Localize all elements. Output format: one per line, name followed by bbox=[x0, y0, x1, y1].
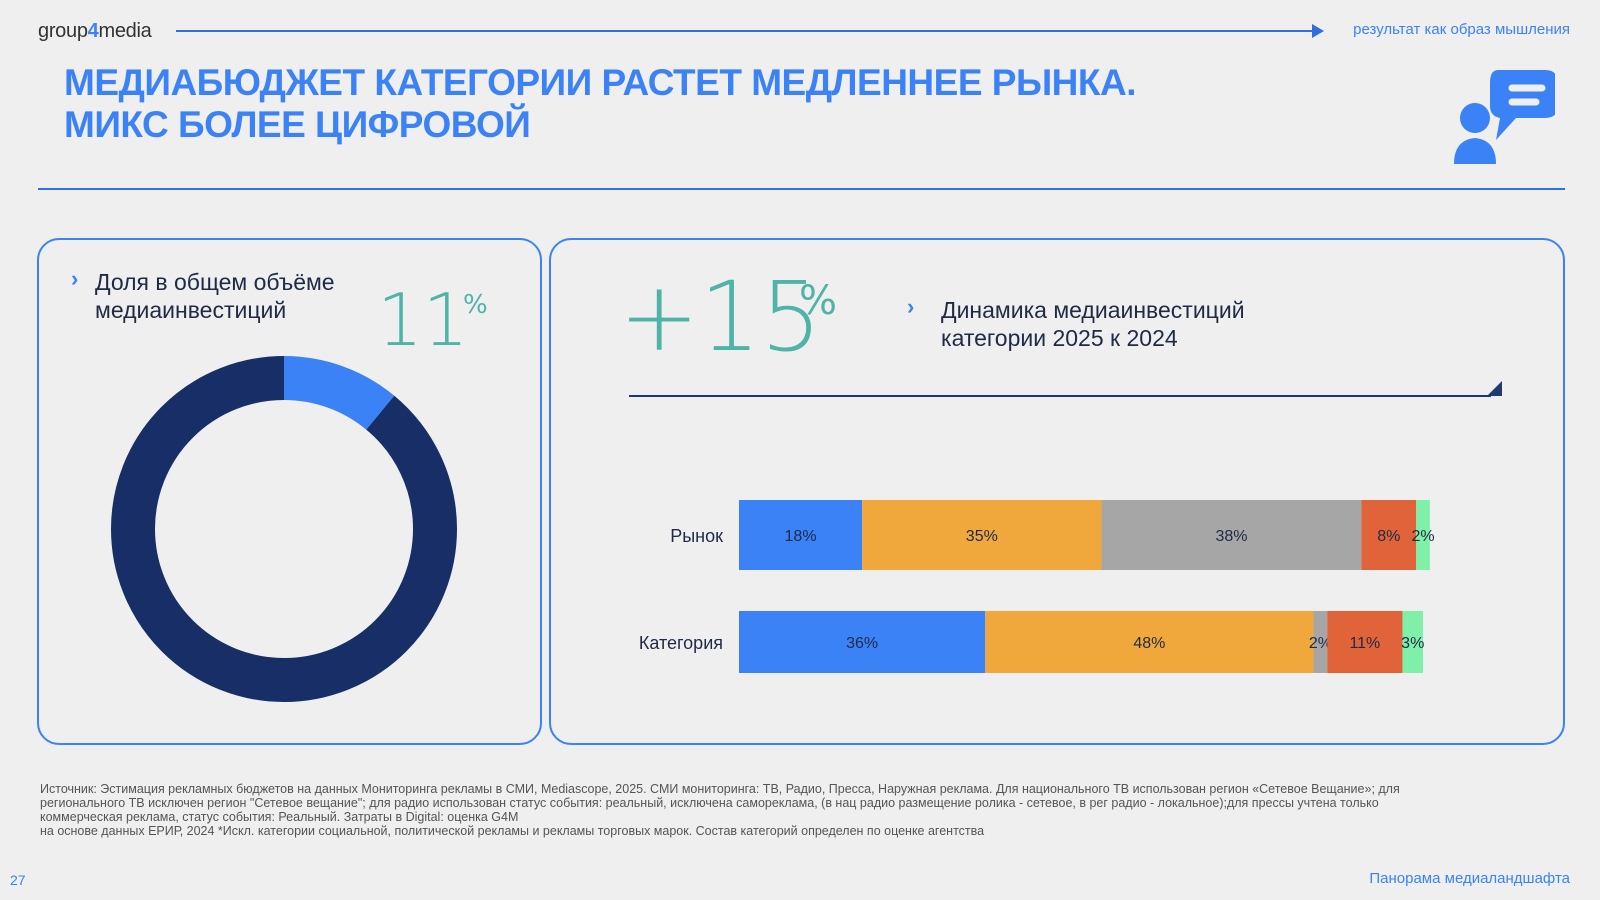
source-line-3: коммерческая реклама, статус события: Ре… bbox=[40, 810, 519, 824]
person-chat-icon bbox=[1454, 70, 1555, 164]
bar-data-label: 36% bbox=[846, 635, 878, 652]
page-title: МЕДИАБЮДЖЕТ КАТЕГОРИИ РАСТЕТ МЕДЛЕННЕЕ Р… bbox=[64, 62, 1136, 146]
page-number: 27 bbox=[10, 872, 26, 888]
title-line-2: МИКС БОЛЕЕ ЦИФРОВОЙ bbox=[64, 104, 531, 145]
footer-title: Панорама медиаландшафта bbox=[1369, 870, 1570, 887]
bar-segment bbox=[1416, 500, 1430, 570]
title-line-1: МЕДИАБЮДЖЕТ КАТЕГОРИИ РАСТЕТ МЕДЛЕННЕЕ Р… bbox=[64, 62, 1136, 103]
growth-value: +15 bbox=[619, 261, 822, 373]
media-mix-bar-chart: Рынок 18% 35% 38% 8% 2% Категория 36% 48% 2% 11% 3%… bbox=[639, 500, 1435, 673]
chevron-right-icon: › bbox=[907, 294, 915, 319]
bar-segment bbox=[739, 611, 986, 673]
header-divider bbox=[38, 188, 1565, 190]
share-label: Доля в общем объёме медиаинвестиций bbox=[95, 268, 335, 324]
bar-segment bbox=[1313, 611, 1328, 673]
source-note: Источник: Эстимация рекламных бюджетов н… bbox=[40, 782, 1560, 838]
bar-data-label: 8% bbox=[1377, 528, 1400, 545]
bar-segment bbox=[1101, 500, 1362, 570]
bar-data-label: 48% bbox=[1133, 635, 1165, 652]
bar-data-label: 2% bbox=[1309, 635, 1332, 652]
growth-label: Динамика медиаинвестиций категории 2025 … bbox=[941, 296, 1245, 352]
header-rule bbox=[176, 30, 1316, 32]
source-line-4: на основе данных ЕРИР, 2024 *Искл. катег… bbox=[40, 824, 985, 838]
growth-label-line-2: категории 2025 к 2024 bbox=[941, 325, 1178, 351]
share-label-line-2: медиаинвестиций bbox=[95, 297, 287, 323]
logo: group4media bbox=[38, 20, 152, 42]
donut-slice-2 bbox=[111, 356, 457, 702]
bar-data-label: 2% bbox=[1411, 528, 1434, 545]
bar-segment bbox=[1327, 611, 1403, 673]
bar-category-label: Категория bbox=[639, 633, 723, 653]
arrow-right-icon bbox=[1312, 24, 1324, 38]
bar-segment bbox=[739, 500, 863, 570]
share-value: 11 bbox=[377, 278, 469, 362]
bar-data-label: 18% bbox=[785, 528, 817, 545]
growth-rule bbox=[629, 395, 1491, 397]
growth-unit: % bbox=[799, 278, 838, 324]
bar-segment bbox=[1361, 500, 1417, 570]
source-line-1: Источник: Эстимация рекламных бюджетов н… bbox=[40, 782, 1400, 796]
bar-data-label: 11% bbox=[1349, 635, 1380, 652]
chevron-right-icon: › bbox=[71, 266, 79, 291]
bar-segment bbox=[985, 611, 1314, 673]
bar-category-label: Рынок bbox=[670, 526, 723, 546]
tagline: результат как образ мышления bbox=[1353, 21, 1570, 38]
bar-segment bbox=[862, 500, 1102, 570]
category-share-panel: › Доля в общем объёме медиаинвестиций 11… bbox=[37, 238, 542, 745]
dynamics-panel: +15 % › Динамика медиаинвестиций категор… bbox=[549, 238, 1565, 745]
bar-data-label: 3% bbox=[1401, 635, 1424, 652]
bar-data-label: 38% bbox=[1215, 528, 1247, 545]
corner-triangle-icon bbox=[1487, 381, 1502, 396]
bar-segment bbox=[1402, 611, 1423, 673]
growth-label-line-1: Динамика медиаинвестиций bbox=[941, 297, 1245, 323]
bar-data-label: 35% bbox=[966, 528, 998, 545]
share-unit: % bbox=[463, 290, 488, 320]
share-label-line-1: Доля в общем объёме bbox=[95, 269, 335, 295]
source-line-2: регионального ТВ исключен регион "Сетево… bbox=[40, 796, 1379, 810]
share-donut-chart bbox=[111, 356, 457, 702]
